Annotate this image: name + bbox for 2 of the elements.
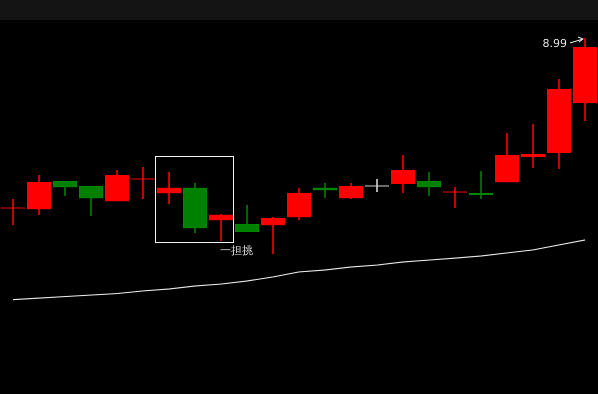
annotation: 一担挑	[220, 243, 253, 258]
annotation: 8.99	[542, 36, 567, 50]
